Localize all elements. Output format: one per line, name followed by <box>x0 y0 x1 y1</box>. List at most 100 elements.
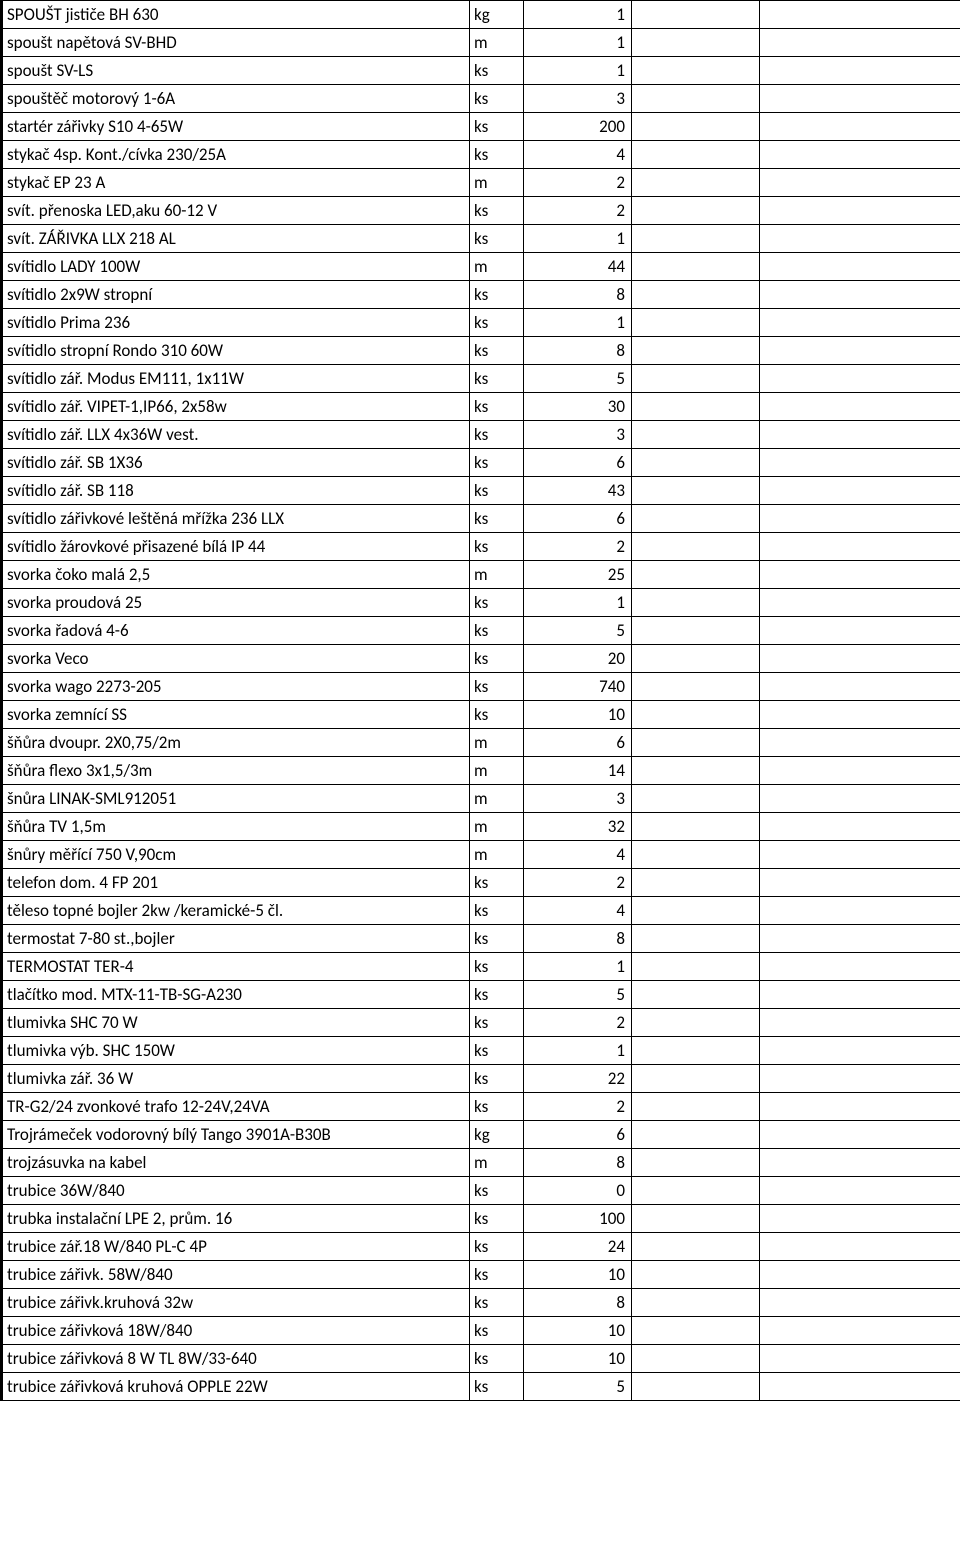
cell-unit: ks <box>470 225 524 253</box>
cell-empty <box>632 1289 760 1317</box>
table-row: tlačítko mod. MTX-11-TB-SG-A230ks5 <box>2 981 960 1009</box>
cell-empty <box>760 421 960 449</box>
cell-unit: ks <box>470 1233 524 1261</box>
cell-unit: m <box>470 253 524 281</box>
cell-unit: m <box>470 841 524 869</box>
cell-description: svítidlo zář. SB 1X36 <box>2 449 470 477</box>
cell-empty <box>760 981 960 1009</box>
cell-empty <box>760 1149 960 1177</box>
table-row: SPOUŠT jističe BH 630kg1 <box>2 1 960 29</box>
cell-empty <box>632 925 760 953</box>
cell-empty <box>632 197 760 225</box>
table-row: svítidlo zář. LLX 4x36W vest.ks3 <box>2 421 960 449</box>
table-row: svítidlo zář. Modus EM111, 1x11Wks5 <box>2 365 960 393</box>
cell-quantity: 25 <box>524 561 632 589</box>
cell-description: svít. přenoska LED,aku 60-12 V <box>2 197 470 225</box>
cell-unit: ks <box>470 309 524 337</box>
cell-quantity: 14 <box>524 757 632 785</box>
cell-empty <box>632 617 760 645</box>
cell-unit: ks <box>470 589 524 617</box>
cell-quantity: 4 <box>524 841 632 869</box>
cell-unit: ks <box>470 1065 524 1093</box>
table-row: trubice zářivk.kruhová 32wks8 <box>2 1289 960 1317</box>
cell-unit: ks <box>470 897 524 925</box>
cell-quantity: 32 <box>524 813 632 841</box>
cell-unit: ks <box>470 1177 524 1205</box>
cell-empty <box>632 421 760 449</box>
cell-empty <box>632 897 760 925</box>
cell-unit: kg <box>470 1 524 29</box>
table-row: těleso topné bojler 2kw /keramické-5 čl.… <box>2 897 960 925</box>
cell-unit: m <box>470 785 524 813</box>
cell-quantity: 30 <box>524 393 632 421</box>
table-row: svorka proudová 25ks1 <box>2 589 960 617</box>
cell-description: šňůra TV 1,5m <box>2 813 470 841</box>
cell-description: trubice zářivková 18W/840 <box>2 1317 470 1345</box>
table-row: svít. ZÁŘIVKA LLX 218 ALks1 <box>2 225 960 253</box>
cell-empty <box>632 477 760 505</box>
cell-description: trubice zářivk. 58W/840 <box>2 1261 470 1289</box>
cell-description: telefon dom. 4 FP 201 <box>2 869 470 897</box>
cell-unit: ks <box>470 197 524 225</box>
cell-quantity: 4 <box>524 897 632 925</box>
table-row: trubice zářivková kruhová OPPLE 22Wks5 <box>2 1373 960 1401</box>
cell-empty <box>632 1177 760 1205</box>
cell-description: svítidlo žárovkové přisazené bílá IP 44 <box>2 533 470 561</box>
table-row: svítidlo zářivkové leštěná mřížka 236 LL… <box>2 505 960 533</box>
inventory-table: SPOUŠT jističe BH 630kg1spoušt napětová … <box>0 0 960 1401</box>
cell-quantity: 3 <box>524 421 632 449</box>
cell-quantity: 8 <box>524 925 632 953</box>
cell-empty <box>632 309 760 337</box>
cell-unit: ks <box>470 1205 524 1233</box>
table-row: svít. přenoska LED,aku 60-12 Vks2 <box>2 197 960 225</box>
cell-empty <box>760 617 960 645</box>
table-row: trubice zářivk. 58W/840ks10 <box>2 1261 960 1289</box>
cell-description: stykač EP 23 A <box>2 169 470 197</box>
table-row: TR-G2/24 zvonkové trafo 12-24V,24VAks2 <box>2 1093 960 1121</box>
cell-description: termostat 7-80 st.,bojler <box>2 925 470 953</box>
cell-empty <box>632 841 760 869</box>
cell-description: svítidlo Prima 236 <box>2 309 470 337</box>
cell-description: svítidlo stropní Rondo 310 60W <box>2 337 470 365</box>
cell-description: trubice 36W/840 <box>2 1177 470 1205</box>
cell-quantity: 2 <box>524 1093 632 1121</box>
cell-quantity: 10 <box>524 1345 632 1373</box>
cell-empty <box>632 505 760 533</box>
cell-quantity: 22 <box>524 1065 632 1093</box>
cell-empty <box>632 645 760 673</box>
cell-description: svorka řadová 4-6 <box>2 617 470 645</box>
cell-empty <box>760 673 960 701</box>
cell-unit: ks <box>470 337 524 365</box>
cell-empty <box>632 57 760 85</box>
table-row: svítidlo zář. SB 1X36ks6 <box>2 449 960 477</box>
table-row: telefon dom. 4 FP 201ks2 <box>2 869 960 897</box>
cell-description: trojzásuvka na kabel <box>2 1149 470 1177</box>
cell-unit: ks <box>470 505 524 533</box>
cell-empty <box>760 1065 960 1093</box>
cell-description: svorka proudová 25 <box>2 589 470 617</box>
table-row: stykač EP 23 Am2 <box>2 169 960 197</box>
cell-description: spoušt SV-LS <box>2 57 470 85</box>
cell-empty <box>632 393 760 421</box>
cell-empty <box>760 1 960 29</box>
cell-empty <box>760 1317 960 1345</box>
cell-quantity: 20 <box>524 645 632 673</box>
cell-empty <box>760 1373 960 1401</box>
cell-quantity: 6 <box>524 1121 632 1149</box>
table-row: svítidlo zář. VIPET-1,IP66, 2x58wks30 <box>2 393 960 421</box>
cell-description: Trojrámeček vodorovný bílý Tango 3901A-B… <box>2 1121 470 1149</box>
cell-empty <box>632 1345 760 1373</box>
cell-unit: ks <box>470 533 524 561</box>
cell-description: svítidlo 2x9W stropní <box>2 281 470 309</box>
cell-unit: ks <box>470 1317 524 1345</box>
cell-empty <box>632 561 760 589</box>
table-row: svorka čoko malá 2,5m25 <box>2 561 960 589</box>
table-row: svorka zemnící SSks10 <box>2 701 960 729</box>
cell-unit: ks <box>470 1093 524 1121</box>
table-row: Trojrámeček vodorovný bílý Tango 3901A-B… <box>2 1121 960 1149</box>
cell-empty <box>760 393 960 421</box>
cell-description: svítidlo zář. VIPET-1,IP66, 2x58w <box>2 393 470 421</box>
cell-empty <box>632 981 760 1009</box>
table-row: šnůry měřící 750 V,90cmm4 <box>2 841 960 869</box>
cell-empty <box>760 813 960 841</box>
